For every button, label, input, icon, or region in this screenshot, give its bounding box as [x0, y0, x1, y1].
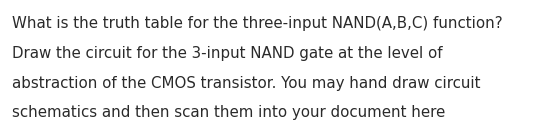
Text: Draw the circuit for the 3-input NAND gate at the level of: Draw the circuit for the 3-input NAND ga… [12, 46, 443, 61]
Text: abstraction of the CMOS transistor. You may hand draw circuit: abstraction of the CMOS transistor. You … [12, 76, 481, 91]
Text: schematics and then scan them into your document here: schematics and then scan them into your … [12, 105, 445, 120]
Text: What is the truth table for the three-input NAND(A,B,C) function?: What is the truth table for the three-in… [12, 16, 503, 31]
